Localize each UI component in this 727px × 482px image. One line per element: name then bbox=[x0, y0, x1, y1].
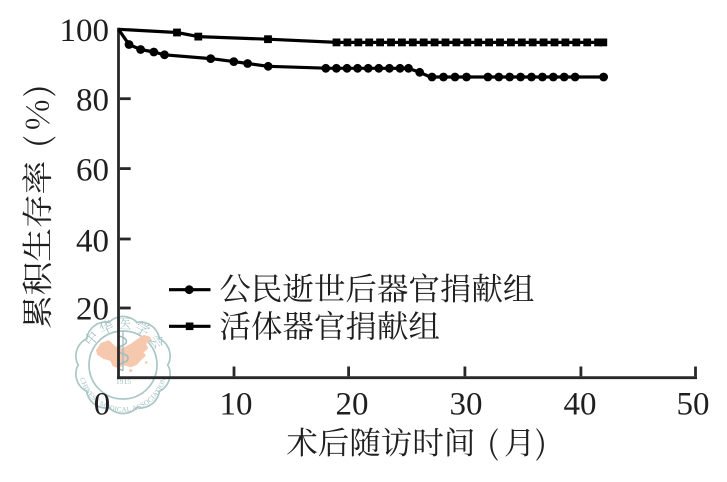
svg-text:20: 20 bbox=[336, 387, 369, 423]
svg-text:1915: 1915 bbox=[116, 377, 131, 386]
svg-text:60: 60 bbox=[76, 152, 109, 188]
svg-text:40: 40 bbox=[76, 223, 109, 259]
svg-text:80: 80 bbox=[76, 82, 109, 118]
svg-text:40: 40 bbox=[564, 387, 597, 423]
svg-text:30: 30 bbox=[450, 387, 483, 423]
svg-text:10: 10 bbox=[220, 387, 253, 423]
svg-text:50: 50 bbox=[677, 387, 710, 423]
svg-text:100: 100 bbox=[60, 13, 110, 49]
svg-text:0: 0 bbox=[94, 387, 111, 423]
svg-text:20: 20 bbox=[76, 292, 109, 328]
